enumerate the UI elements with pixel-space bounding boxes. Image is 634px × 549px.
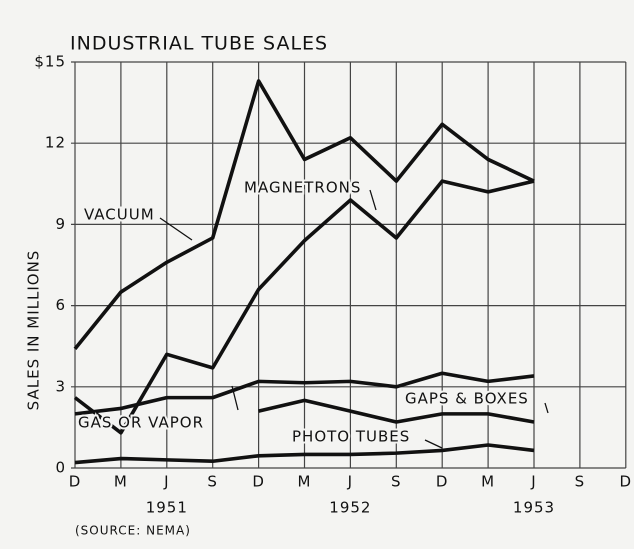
series-line [73, 179, 535, 435]
y-tick-label: 6 [55, 296, 66, 314]
series-line [73, 79, 535, 351]
chart-title: INDUSTRIAL TUBE SALES [70, 33, 328, 55]
label-arrow [424, 439, 443, 449]
label-arrow [159, 217, 193, 241]
y-tick-label: $15 [34, 53, 66, 71]
label-arrow [544, 402, 549, 414]
x-tick-label: J [530, 473, 536, 491]
year-label: 1953 [513, 499, 555, 517]
series-label: PHOTO TUBES [292, 428, 410, 446]
y-tick-label: 9 [55, 215, 66, 233]
y-tick-label: 3 [55, 377, 66, 395]
series-label: GAPS & BOXES [405, 390, 529, 408]
x-tick-label: D [69, 473, 82, 491]
x-tick-label: J [163, 473, 169, 491]
x-tick-label: M [298, 473, 312, 491]
x-tick-label: D [252, 473, 265, 491]
year-label: 1952 [329, 499, 371, 517]
y-axis-label: SALES IN MILLIONS [25, 250, 43, 411]
x-tick-label: M [481, 473, 495, 491]
x-tick-label: S [575, 473, 586, 491]
y-tick-label: 12 [45, 134, 66, 152]
x-tick-label: S [391, 473, 402, 491]
series-label: GAS OR VAPOR [78, 414, 204, 432]
x-tick-label: S [207, 473, 218, 491]
series-line [74, 443, 535, 465]
x-tick-label: M [114, 473, 128, 491]
label-arrow [231, 385, 239, 411]
x-tick-label: D [436, 473, 449, 491]
x-tick-label: J [347, 473, 353, 491]
label-arrow [369, 189, 377, 211]
series-label: VACUUM [84, 206, 155, 224]
series-label: MAGNETRONS [244, 179, 361, 197]
x-tick-label: D [620, 473, 633, 491]
source-note: (SOURCE: NEMA) [75, 524, 191, 538]
year-label: 1951 [146, 499, 188, 517]
series-line [74, 371, 535, 416]
y-tick-label: 0 [55, 459, 66, 477]
series-line [258, 398, 535, 424]
